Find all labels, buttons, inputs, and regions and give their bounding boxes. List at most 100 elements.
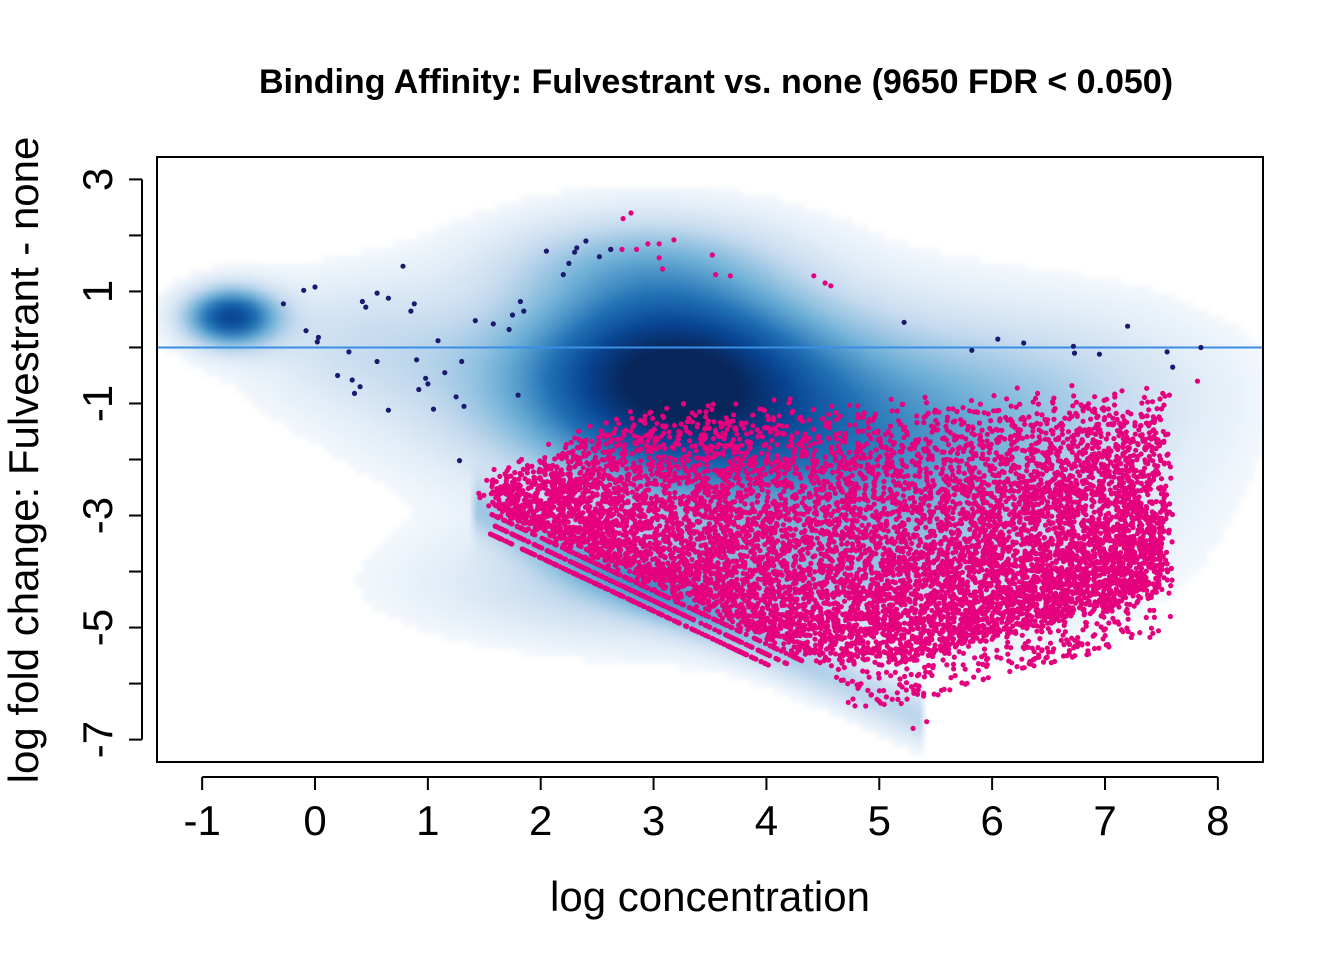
significant-point [1101,397,1107,403]
significant-point [664,614,671,621]
significant-point [1125,616,1131,622]
significant-point [619,462,626,468]
significant-point [812,448,819,454]
significant-point [929,607,935,614]
significant-point [1032,594,1038,600]
significant-point [861,410,868,416]
significant-point [907,599,913,605]
significant-point [661,414,667,420]
significant-point [771,397,777,403]
significant-point [759,466,766,472]
significant-point [1096,645,1102,651]
significant-point [843,512,849,518]
significant-point [1128,411,1134,417]
significant-point [1038,477,1044,483]
significant-point [629,415,635,421]
significant-point [1167,464,1173,470]
significant-point [950,406,956,412]
significant-point [1132,420,1138,426]
significant-point [1166,590,1172,596]
significant-point [909,509,915,516]
significant-point [709,406,715,412]
significant-point [999,502,1005,508]
significant-point [1019,632,1025,638]
significant-point [1050,476,1056,482]
significant-point [873,447,879,453]
significant-point [1151,614,1157,621]
significant-point [476,490,482,496]
significant-point [868,450,874,456]
significant-point [793,526,799,532]
significant-point [712,627,718,633]
significant-point [1033,395,1039,401]
significant-point [1083,487,1089,493]
significant-point [847,402,853,408]
significant-point [754,499,760,505]
significant-point [964,461,970,467]
significant-point [625,498,631,504]
significant-point [1059,431,1065,437]
significant-point [1153,446,1159,452]
significant-point [780,522,787,528]
significant-point [769,549,776,555]
significant-point [841,598,848,604]
significant-point [837,430,843,436]
significant-point [866,425,872,431]
significant-point [721,443,727,449]
significant-point [1079,642,1085,648]
significant-point [760,554,766,560]
significant-point [491,466,497,473]
significant-point [907,546,914,552]
significant-point [497,473,503,479]
significant-point [1080,418,1086,424]
significant-point [1110,415,1116,421]
significant-point [736,436,743,442]
significant-point [666,429,672,435]
significant-point [672,504,678,511]
significant-point [979,427,985,433]
significant-point [596,434,602,441]
significant-point [744,553,750,559]
significant-point [999,427,1005,433]
significant-point [902,673,908,680]
significant-point [967,526,973,533]
significant-point [847,466,853,472]
significant-point [940,657,946,663]
significant-point [686,473,692,479]
significant-point [892,669,898,676]
significant-point [672,457,678,463]
significant-point [835,666,842,673]
significant-point [875,671,882,677]
significant-point [764,552,771,558]
significant-point [893,646,899,652]
significant-point [1141,394,1147,400]
significant-point [878,443,884,449]
significant-point [662,446,668,452]
significant-point [946,406,952,412]
significant-point [730,418,736,424]
significant-point [704,462,710,468]
significant-point [745,516,751,522]
significant-point [1047,629,1053,635]
significant-point [934,447,940,453]
significant-point [888,396,894,402]
significant-point [915,687,921,693]
significant-point [902,498,908,504]
significant-point [629,451,635,457]
significant-point [1168,475,1174,481]
significant-point [991,393,997,399]
significant-point [1160,390,1166,396]
significant-point [1154,406,1160,412]
significant-point [960,448,967,455]
significant-point [710,401,716,407]
significant-point [883,669,890,675]
significant-point [656,444,663,450]
significant-point [1014,385,1020,391]
significant-point [1069,383,1075,389]
significant-point [955,450,961,457]
significant-point [1002,436,1008,442]
significant-point [613,416,620,422]
significant-point [1004,451,1010,457]
significant-point [922,664,928,671]
significant-point [811,440,818,447]
